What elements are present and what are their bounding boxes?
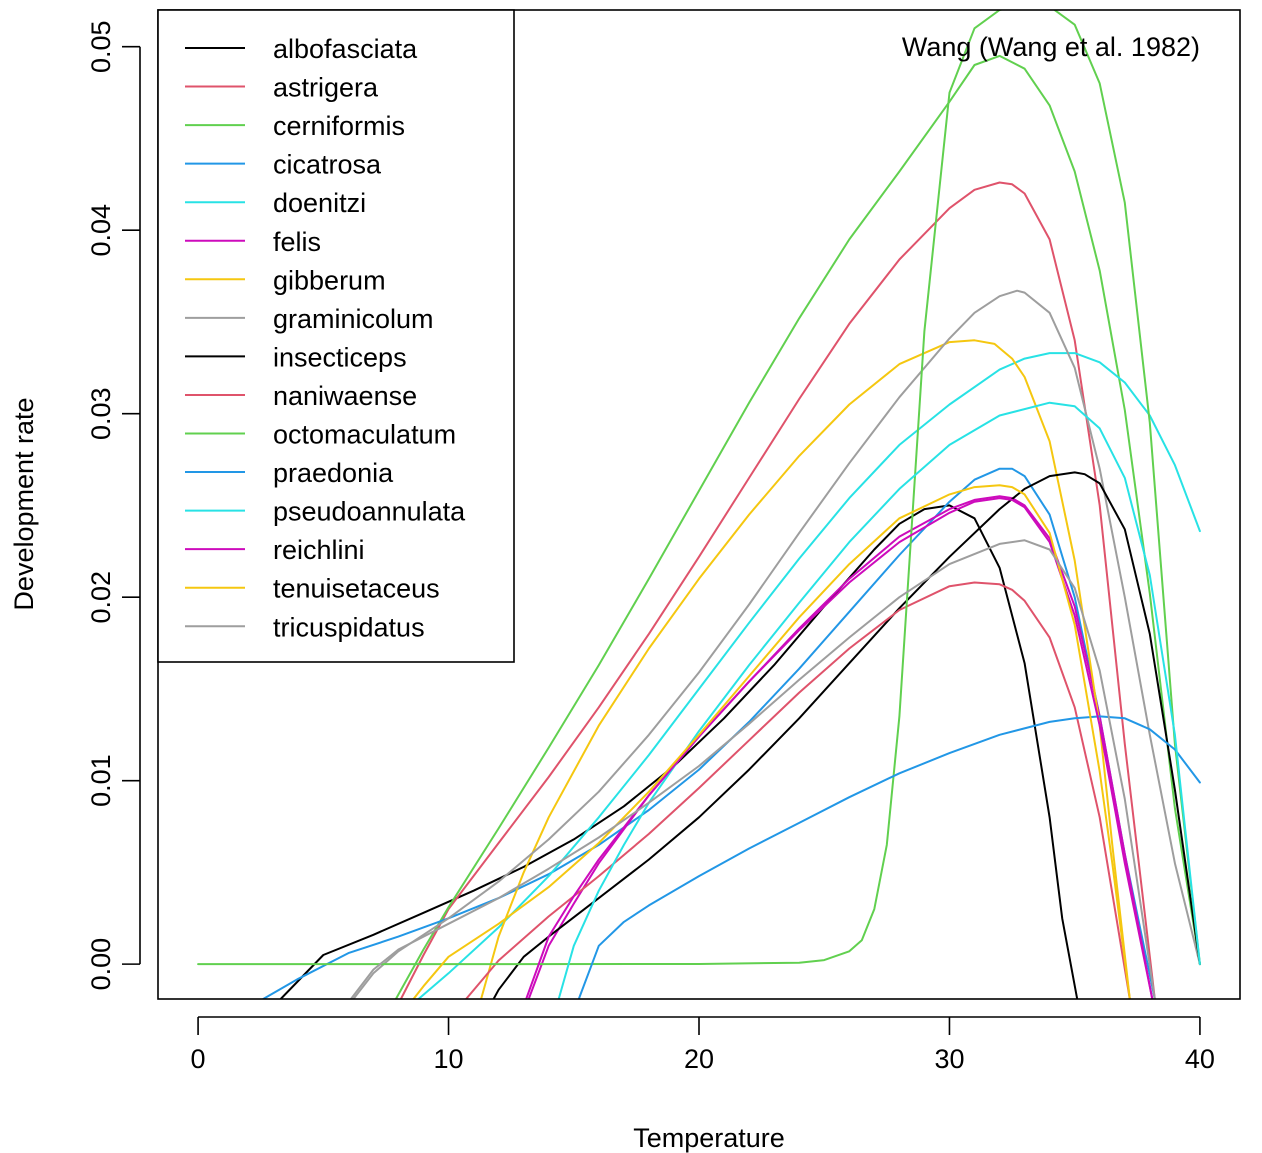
legend-item-doenitzi: doenitzi bbox=[185, 188, 366, 218]
legend-label: cerniformis bbox=[273, 111, 405, 141]
x-axis-label: Temperature bbox=[633, 1123, 785, 1153]
legend-item-cerniformis: cerniformis bbox=[185, 111, 405, 141]
x-tick-label: 40 bbox=[1185, 1044, 1215, 1074]
x-axis: 0 10 20 30 40 bbox=[191, 1016, 1215, 1074]
y-tick-label: 0.05 bbox=[86, 20, 116, 73]
series-line-albofasciata bbox=[279, 504, 1079, 999]
y-axis: 0.00 0.01 0.02 0.03 0.04 0.05 bbox=[86, 20, 141, 991]
legend-item-cicatrosa: cicatrosa bbox=[185, 150, 382, 180]
legend-item-albofasciata: albofasciata bbox=[185, 34, 418, 64]
legend-label: octomaculatum bbox=[273, 420, 456, 450]
legend: albofasciata astrigera cerniformis cicatros… bbox=[157, 9, 515, 663]
legend-label: felis bbox=[273, 227, 321, 257]
legend-item-felis: felis bbox=[185, 227, 321, 257]
y-axis-label: Development rate bbox=[9, 397, 39, 610]
legend-label: praedonia bbox=[273, 458, 394, 488]
legend-item-insecticeps: insecticeps bbox=[185, 342, 407, 372]
legend-label: graminicolum bbox=[273, 304, 434, 334]
legend-item-pseudoannulata: pseudoannulata bbox=[185, 497, 466, 527]
series-line-pseudoannulata bbox=[557, 401, 1201, 999]
series-line-tenuisetaceus bbox=[412, 484, 1131, 999]
y-tick-label: 0.02 bbox=[86, 571, 116, 624]
legend-label: albofasciata bbox=[273, 34, 418, 64]
series-line-praedonia bbox=[577, 715, 1201, 999]
series-line-gibberum bbox=[480, 339, 1131, 999]
legend-item-tenuisetaceus: tenuisetaceus bbox=[185, 574, 440, 604]
series-line-insecticeps bbox=[492, 471, 1201, 999]
legend-item-naniwaense: naniwaense bbox=[185, 381, 417, 411]
y-tick-label: 0.04 bbox=[86, 204, 116, 257]
legend-label: cicatrosa bbox=[273, 150, 382, 180]
series-line-cicatrosa bbox=[262, 467, 1156, 999]
x-tick-label: 0 bbox=[191, 1044, 206, 1074]
legend-label: doenitzi bbox=[273, 188, 366, 218]
chart-annotation: Wang (Wang et al. 1982) bbox=[902, 32, 1200, 62]
x-tick-label: 30 bbox=[934, 1044, 964, 1074]
x-tick-label: 20 bbox=[684, 1044, 714, 1074]
series-line-octomaculatum bbox=[197, 10, 1201, 966]
legend-item-reichlini: reichlini bbox=[185, 535, 365, 565]
series-curves bbox=[197, 10, 1201, 999]
legend-item-graminicolum: graminicolum bbox=[185, 304, 434, 334]
y-tick-label: 0.01 bbox=[86, 754, 116, 807]
y-tick-label: 0.00 bbox=[86, 938, 116, 991]
legend-item-gibberum: gibberum bbox=[185, 265, 386, 295]
legend-label: reichlini bbox=[273, 535, 365, 565]
legend-item-tricuspidatus: tricuspidatus bbox=[185, 612, 425, 642]
series-line-astrigera bbox=[399, 181, 1156, 999]
series-line-tricuspidatus bbox=[349, 539, 1156, 999]
x-tick-label: 10 bbox=[434, 1044, 464, 1074]
series-line-felis bbox=[527, 495, 1154, 999]
legend-label: naniwaense bbox=[273, 381, 417, 411]
series-line-reichlini bbox=[525, 497, 1154, 999]
legend-item-octomaculatum: octomaculatum bbox=[185, 420, 456, 450]
legend-label: pseudoannulata bbox=[273, 497, 466, 527]
series-line-naniwaense bbox=[465, 581, 1131, 999]
legend-item-astrigera: astrigera bbox=[185, 73, 379, 103]
legend-label: tenuisetaceus bbox=[273, 574, 440, 604]
legend-item-praedonia: praedonia bbox=[185, 458, 394, 488]
series-line-doenitzi bbox=[417, 352, 1201, 999]
legend-label: astrigera bbox=[273, 73, 379, 103]
series-line-graminicolum bbox=[352, 289, 1201, 999]
legend-label: gibberum bbox=[273, 265, 386, 295]
legend-label: insecticeps bbox=[273, 342, 407, 372]
legend-label: tricuspidatus bbox=[273, 612, 425, 642]
y-tick-label: 0.03 bbox=[86, 387, 116, 440]
legend-box bbox=[157, 9, 515, 663]
series-line-cerniformis bbox=[394, 54, 1201, 999]
